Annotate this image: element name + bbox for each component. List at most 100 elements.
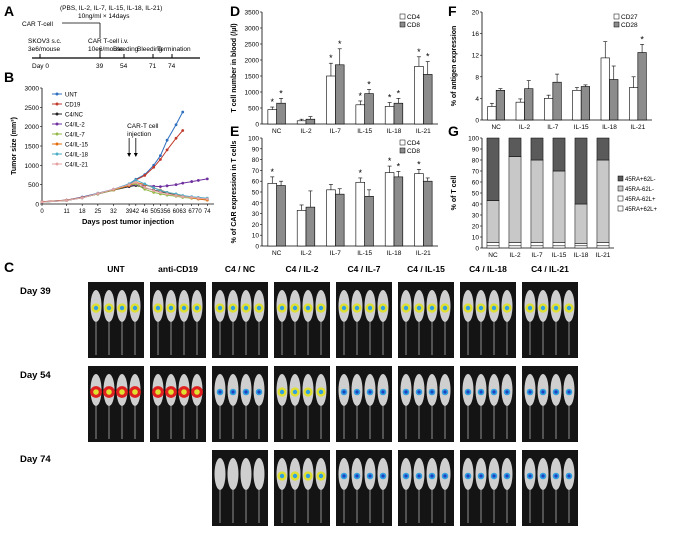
tumor-signal-core: [404, 390, 408, 394]
tumor-signal-core: [342, 474, 346, 478]
x-tick-label: IL-15: [357, 250, 372, 257]
y-tick-label: 80: [472, 158, 480, 165]
legend-swatch: [399, 147, 406, 154]
x-tick-label: IL-15: [357, 128, 372, 135]
tumor-signal-core: [230, 305, 236, 311]
tumor-signal-core: [194, 389, 200, 395]
bar: [580, 86, 590, 121]
x-tick-label: IL-2: [519, 124, 531, 131]
tumor-signal-core: [93, 389, 99, 395]
x-tick-label: 53: [157, 209, 164, 215]
y-tick-label: 0: [475, 246, 479, 253]
data-point: [152, 165, 156, 169]
x-tick-label: 0: [40, 209, 44, 215]
x-tick-label: IL-21: [596, 252, 611, 259]
x-tick-label: IL-7: [531, 252, 543, 259]
data-point: [181, 110, 185, 114]
y-tick-label: 3000: [25, 86, 40, 93]
data-point: [80, 196, 84, 200]
data-point: [158, 191, 162, 194]
legend-swatch: [399, 13, 406, 20]
column-label: C4 / IL-18: [469, 264, 507, 274]
tumor-signal-core: [504, 305, 510, 311]
x-tick-label: 18: [79, 209, 86, 215]
tumor-signal-core: [554, 474, 558, 478]
schematic-d54: 54: [120, 63, 128, 70]
tumor-signal-core: [119, 389, 125, 395]
schematic-d71: 71: [149, 63, 157, 70]
legend-marker: [55, 142, 59, 146]
x-tick-label: NC: [272, 128, 282, 135]
significance-star: *: [271, 167, 275, 177]
tumor-signal-core: [181, 389, 187, 395]
stacked-segment: [486, 242, 500, 247]
significance-star: *: [359, 91, 363, 101]
panel-label-g: G: [448, 123, 459, 139]
t-cell-phenotype-chart: 0 10 20 30 40 50 60 70 80 90 100 % of T cell NC IL-2 I…: [451, 136, 658, 260]
tumor-signal-core: [292, 305, 298, 311]
stacked-segment: [552, 170, 566, 243]
tumor-signal-core: [355, 474, 359, 478]
bar: [487, 106, 497, 121]
stacked-segment: [508, 245, 522, 249]
column-label: C4 / NC: [225, 264, 255, 274]
schematic-cart-iv-2: 10e6/mouse: [88, 46, 124, 53]
x-tick-label: IL-18: [387, 128, 402, 135]
bar: [609, 79, 619, 121]
x-tick-label: 25: [95, 209, 102, 215]
y-tick-label: 70: [472, 169, 480, 176]
legend-marker: [55, 122, 59, 126]
legend-marker: [55, 92, 59, 96]
tumor-signal-core: [292, 473, 298, 479]
tumor-signal-core: [492, 474, 496, 478]
bar: [423, 180, 433, 247]
y-tick-label: 70: [252, 168, 260, 175]
significance-star: *: [388, 156, 392, 166]
panel-label-f: F: [448, 3, 457, 19]
y-tick-label: 2000: [245, 58, 260, 65]
tumor-signal-core: [466, 474, 470, 478]
data-point: [196, 179, 200, 182]
panel-label-b: B: [4, 69, 14, 85]
tumor-signal-core: [279, 473, 285, 479]
data-point: [134, 178, 138, 182]
y-tick-label: 60: [472, 180, 480, 187]
bar: [267, 109, 277, 125]
tumor-signal-core: [368, 390, 372, 394]
bar: [515, 101, 525, 121]
tumor-signal-core: [355, 390, 359, 394]
tumor-signal-core: [540, 305, 546, 311]
x-tick-label: IL-21: [416, 250, 431, 257]
y-tick-label: 0: [35, 202, 39, 209]
legend-label: CD8: [407, 148, 420, 155]
y-axis-label: T cell number in blood (/µl): [231, 23, 238, 112]
data-point: [65, 199, 68, 202]
stacked-segment: [486, 137, 500, 201]
mouse-body: [253, 458, 265, 490]
tumor-signal-core: [119, 305, 125, 311]
schematic-d74: 74: [168, 63, 176, 70]
x-tick-label: 63: [179, 209, 186, 215]
stacked-segment: [552, 137, 566, 172]
legend-marker: [55, 152, 59, 156]
schematic-header: (PBS, IL-2, IL-7, IL-15, IL-18, IL-21): [60, 5, 162, 12]
x-tick-label: 46: [141, 209, 148, 215]
bar: [364, 196, 374, 247]
tumor-signal-core: [541, 474, 545, 478]
data-point: [196, 196, 200, 200]
tumor-signal-core: [492, 390, 496, 394]
legend-label: C4/IL-15: [65, 143, 89, 149]
y-tick-label: 3000: [245, 26, 260, 33]
bar: [572, 90, 582, 121]
tumor-signal-core: [404, 474, 408, 478]
tumor-signal-core: [243, 305, 249, 311]
stacked-segment: [508, 156, 522, 243]
injection-arrowhead: [127, 153, 132, 157]
bar: [423, 74, 433, 125]
panel-label-a: A: [4, 3, 14, 19]
tumor-signal-core: [381, 390, 385, 394]
legend-swatch: [617, 195, 624, 202]
tumor-signal-core: [479, 390, 483, 394]
significance-star: *: [426, 52, 430, 62]
x-tick-label: 74: [204, 209, 211, 215]
